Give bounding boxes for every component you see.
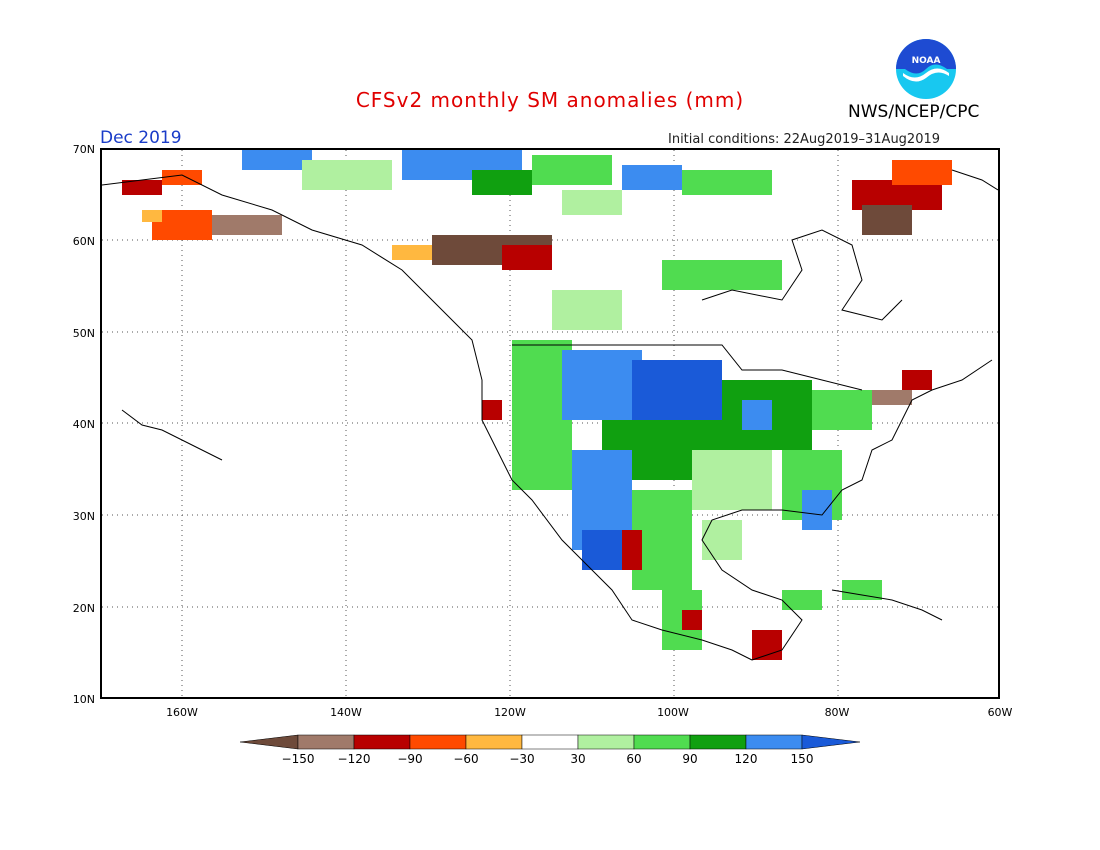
colorbar-segment-3 xyxy=(409,734,467,750)
colorbar-segment-4 xyxy=(465,734,523,750)
lat-label-60n: 60N xyxy=(72,235,95,248)
colorbar-segment-9 xyxy=(745,734,803,750)
lon-label-160w: 160W xyxy=(166,706,198,719)
lon-label-120w: 120W xyxy=(494,706,526,719)
colorbar-segment-2 xyxy=(353,734,411,750)
lat-label-20n: 20N xyxy=(72,602,95,615)
colorbar-label: 120 xyxy=(734,752,758,766)
lat-label-40n: 40N xyxy=(72,418,95,431)
colorbar-label: −30 xyxy=(509,752,535,766)
colorbar-segment-8 xyxy=(689,734,747,750)
lat-label-50n: 50N xyxy=(72,327,95,340)
lon-label-60w: 60W xyxy=(987,706,1013,719)
lat-label-30n: 30N xyxy=(72,510,95,523)
noaa-logo-icon: NOAA xyxy=(896,39,956,99)
chart-title: CFSv2 monthly SM anomalies (mm) xyxy=(355,88,745,112)
colorbar-segment-0 xyxy=(240,734,299,750)
map-canvas xyxy=(102,150,998,697)
logo-text: NOAA xyxy=(912,56,941,66)
lat-label-70n: 70N xyxy=(72,143,95,156)
forecast-month: Dec 2019 xyxy=(100,128,182,148)
colorbar-segment-7 xyxy=(633,734,691,750)
colorbar-label: −150 xyxy=(281,752,315,766)
anomaly-map xyxy=(100,148,1000,699)
colorbar-label: −60 xyxy=(453,752,479,766)
colorbar xyxy=(240,734,860,750)
colorbar-segment-5 xyxy=(521,734,579,750)
colorbar-label: −90 xyxy=(397,752,423,766)
lon-label-80w: 80W xyxy=(824,706,850,719)
colorbar-label: 90 xyxy=(682,752,698,766)
lat-label-10n: 10N xyxy=(72,693,95,706)
lon-label-140w: 140W xyxy=(330,706,362,719)
colorbar-segment-6 xyxy=(577,734,635,750)
colorbar-label: 60 xyxy=(626,752,642,766)
colorbar-segment-10 xyxy=(801,734,860,750)
colorbar-label: 30 xyxy=(570,752,586,766)
anomaly-fields xyxy=(122,150,952,660)
colorbar-label: −120 xyxy=(337,752,371,766)
coastlines xyxy=(102,169,998,661)
lon-label-100w: 100W xyxy=(657,706,689,719)
colorbar-label: 150 xyxy=(790,752,814,766)
initial-conditions: Initial conditions: 22Aug2019–31Aug2019 xyxy=(668,132,941,147)
agency-label: NWS/NCEP/CPC xyxy=(848,102,980,122)
colorbar-segment-1 xyxy=(297,734,355,750)
